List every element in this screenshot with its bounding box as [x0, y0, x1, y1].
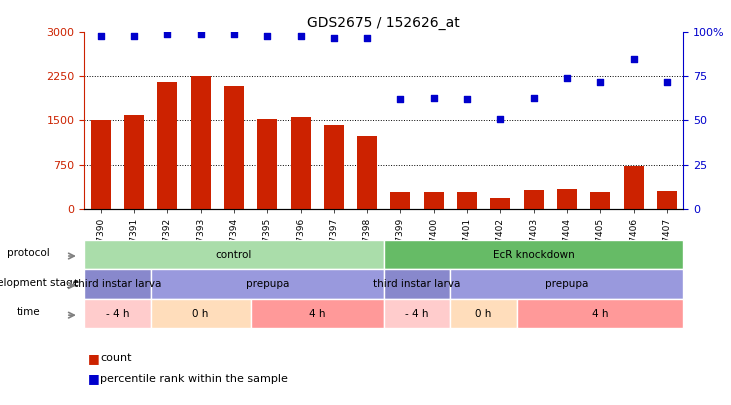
Text: 0 h: 0 h: [192, 309, 209, 319]
Point: [162, 31, 173, 37]
Point: [661, 79, 673, 85]
Bar: [191, 76, 211, 209]
Point: [194, 31, 206, 37]
Bar: [324, 125, 344, 209]
Point: [528, 94, 539, 101]
Bar: [624, 166, 643, 209]
Text: 0 h: 0 h: [475, 309, 492, 319]
Bar: [224, 86, 244, 209]
Text: control: control: [216, 249, 252, 260]
Text: - 4 h: - 4 h: [405, 309, 429, 319]
Bar: [657, 191, 677, 209]
Text: development stage: development stage: [0, 278, 79, 288]
Point: [361, 34, 373, 41]
Bar: [390, 192, 410, 209]
Bar: [424, 192, 444, 209]
Text: 4 h: 4 h: [592, 309, 608, 319]
Text: prepupa: prepupa: [545, 279, 588, 289]
Bar: [91, 120, 110, 209]
Bar: [157, 82, 178, 209]
Text: prepupa: prepupa: [246, 279, 289, 289]
Point: [128, 33, 140, 39]
Bar: [557, 189, 577, 209]
Bar: [257, 119, 277, 209]
Text: ■: ■: [88, 372, 99, 385]
Point: [95, 33, 107, 39]
Text: ■: ■: [88, 352, 99, 365]
Bar: [290, 117, 311, 209]
Point: [494, 115, 506, 122]
Point: [561, 75, 573, 81]
Title: GDS2675 / 152626_at: GDS2675 / 152626_at: [308, 16, 460, 30]
Bar: [457, 192, 477, 209]
Point: [461, 96, 473, 102]
Bar: [523, 190, 544, 209]
Point: [262, 33, 273, 39]
Text: percentile rank within the sample: percentile rank within the sample: [100, 374, 288, 384]
Text: count: count: [100, 354, 132, 363]
Point: [295, 33, 306, 39]
Text: third instar larva: third instar larva: [74, 279, 161, 289]
Text: - 4 h: - 4 h: [105, 309, 129, 319]
Text: EcR knockdown: EcR knockdown: [493, 249, 575, 260]
Text: 4 h: 4 h: [309, 309, 325, 319]
Bar: [124, 115, 144, 209]
Point: [594, 79, 606, 85]
Bar: [491, 198, 510, 209]
Text: protocol: protocol: [7, 248, 50, 258]
Text: third instar larva: third instar larva: [374, 279, 461, 289]
Point: [628, 55, 640, 62]
Point: [228, 31, 240, 37]
Point: [395, 96, 406, 102]
Point: [328, 34, 340, 41]
Bar: [357, 136, 377, 209]
Text: time: time: [16, 307, 40, 317]
Point: [428, 94, 439, 101]
Bar: [590, 192, 610, 209]
